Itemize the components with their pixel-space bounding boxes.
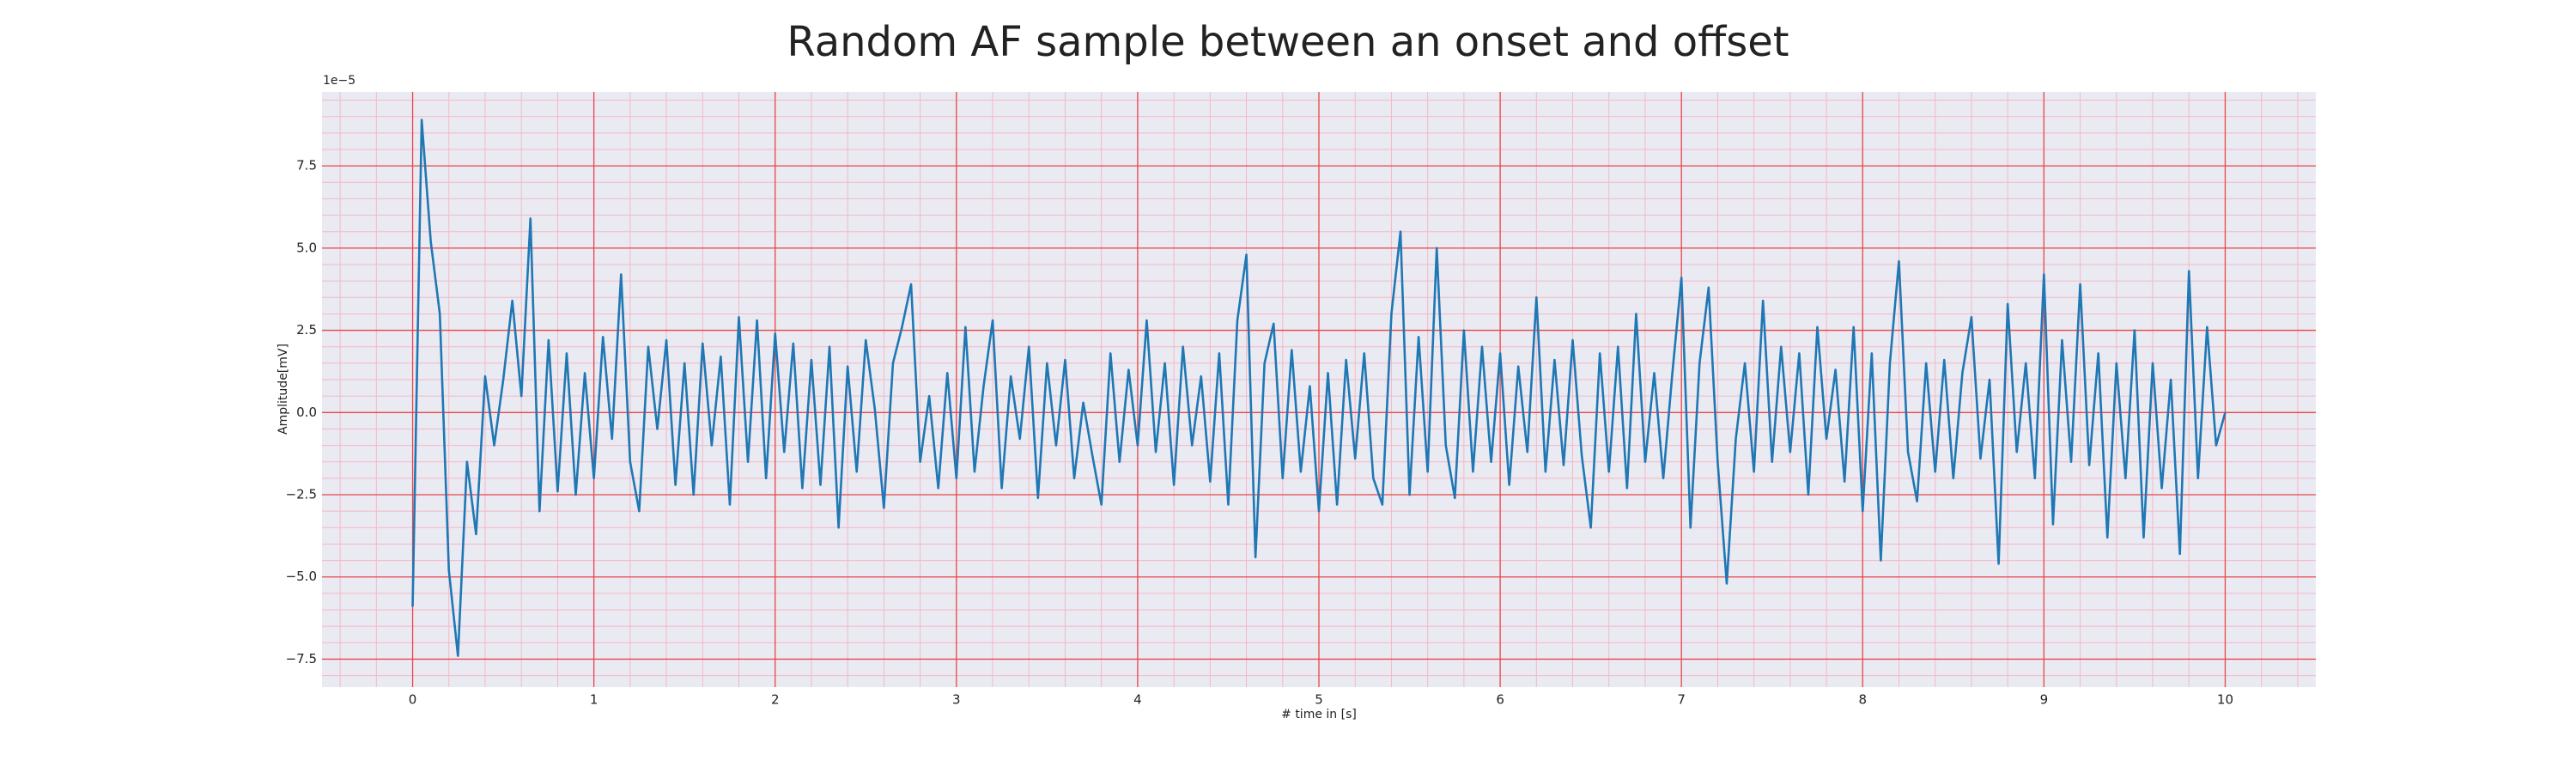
x-tick-label: 5 <box>1315 692 1323 708</box>
x-tick-label: 2 <box>771 692 780 708</box>
x-tick-label: 7 <box>1677 692 1686 708</box>
chart-title: Random AF sample between an onset and of… <box>787 18 1789 66</box>
y-tick-label: −7.5 <box>286 651 317 666</box>
x-tick-label: 9 <box>2040 692 2049 708</box>
x-tick-label: 4 <box>1133 692 1142 708</box>
x-axis-label: # time in [s] <box>1281 708 1357 721</box>
offset-text: 1e−5 <box>323 74 355 88</box>
y-tick-label: −5.0 <box>286 569 317 584</box>
y-tick-label: 7.5 <box>296 158 317 173</box>
signal-line <box>411 119 2227 657</box>
y-tick-label: 0.0 <box>296 405 317 420</box>
y-axis-label: Amplitude[mV] <box>276 344 290 435</box>
x-tick-label: 10 <box>2217 692 2233 708</box>
x-tick-label: 6 <box>1496 692 1504 708</box>
x-tick-label: 1 <box>590 692 598 708</box>
x-tick-label: 8 <box>1858 692 1867 708</box>
y-tick-label: 2.5 <box>296 322 317 338</box>
y-tick-label: 5.0 <box>296 240 317 255</box>
y-tick-label: −2.5 <box>286 487 317 502</box>
x-tick-label: 0 <box>409 692 417 708</box>
x-tick-label: 3 <box>952 692 961 708</box>
